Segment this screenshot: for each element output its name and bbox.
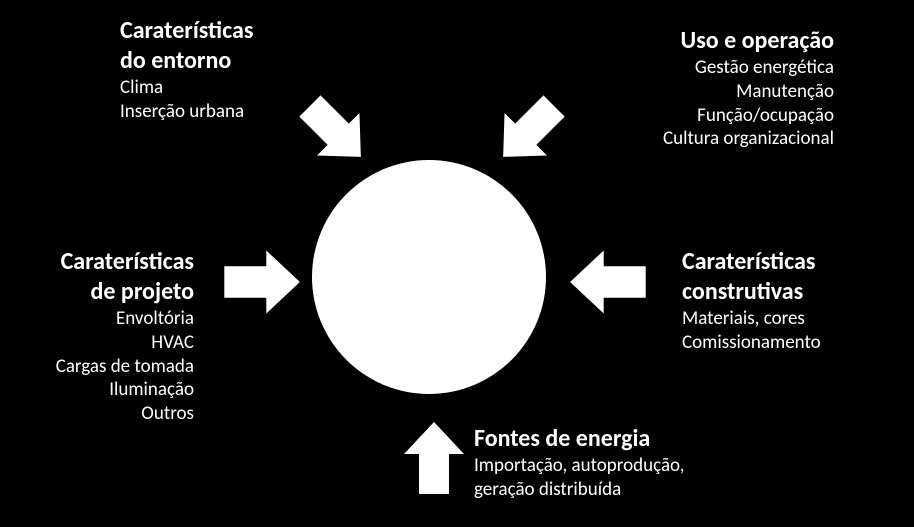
block-item: HVAC: [14, 331, 194, 355]
block-bottom: Fontes de energia Importação, autoproduç…: [474, 424, 774, 502]
block-title: do entorno: [120, 46, 340, 76]
block-item: Cultura organizacional: [554, 127, 834, 151]
block-item: Manutenção: [554, 80, 834, 104]
block-mid-left: Caraterísticas de projeto Envoltória HVA…: [14, 247, 194, 426]
arrow-bottom: [394, 420, 474, 500]
block-title: de projeto: [14, 277, 194, 307]
central-circle: [312, 160, 546, 394]
block-title: Fontes de energia: [474, 424, 774, 454]
block-item: Cargas de tomada: [14, 355, 194, 379]
arrow-left: [218, 240, 302, 324]
arrow-right: [568, 240, 652, 324]
block-item: Função/ocupação: [554, 104, 834, 128]
block-item: Inserção urbana: [120, 100, 340, 124]
block-item: geração distribuída: [474, 478, 774, 502]
block-top-left: Caraterísticas do entorno Clima Inserção…: [120, 16, 340, 124]
block-top-right: Uso e operação Gestão energética Manuten…: [554, 26, 834, 151]
block-item: Iluminação: [14, 378, 194, 402]
block-title: Caraterísticas: [14, 247, 194, 277]
block-item: Gestão energética: [554, 56, 834, 80]
block-title: Uso e operação: [554, 26, 834, 56]
block-item: Comissionamento: [682, 331, 902, 355]
block-item: Importação, autoprodução,: [474, 454, 774, 478]
block-item: Materiais, cores: [682, 307, 902, 331]
block-title: Caraterísticas: [682, 247, 902, 277]
block-title: Caraterísticas: [120, 16, 340, 46]
block-item: Envoltória: [14, 307, 194, 331]
block-title: construtivas: [682, 277, 902, 307]
block-item: Outros: [14, 402, 194, 426]
block-mid-right: Caraterísticas construtivas Materiais, c…: [682, 247, 902, 355]
block-item: Clima: [120, 76, 340, 100]
